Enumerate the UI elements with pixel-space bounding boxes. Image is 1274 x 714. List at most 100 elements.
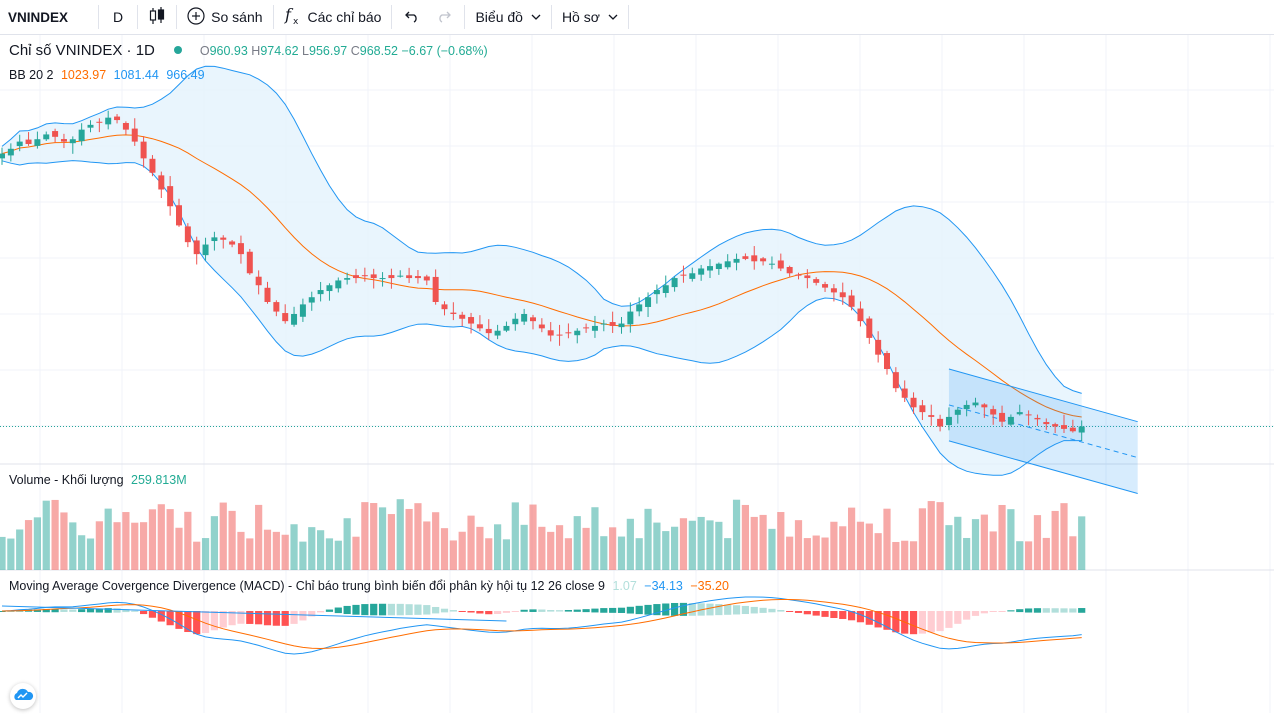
chart-menu-button[interactable]: Biểu đồ	[465, 0, 550, 34]
symbol-search[interactable]: VNINDEX	[0, 0, 98, 34]
candle-body	[468, 317, 475, 324]
macd-histogram-bar	[467, 611, 475, 613]
macd-histogram-bar	[830, 611, 838, 619]
chevron-down-icon	[608, 12, 618, 23]
macd-histogram-bar	[0, 611, 6, 612]
bb-legend[interactable]: BB 20 2 1023.97 1081.44 966.49	[9, 68, 205, 82]
candle-body	[158, 175, 165, 190]
macd-histogram-bar	[812, 611, 820, 616]
indicators-label: Các chỉ báo	[307, 9, 382, 25]
low-value: 956.97	[309, 44, 348, 58]
macd-histogram-bar	[1025, 608, 1033, 613]
macd-histogram-bar	[60, 609, 68, 612]
chart-style-button[interactable]	[138, 0, 176, 34]
compare-label: So sánh	[211, 9, 263, 25]
volume-bar	[122, 512, 130, 570]
macd-histogram-bar	[131, 610, 139, 612]
macd-histogram-bar	[263, 611, 272, 626]
compare-button[interactable]: So sánh	[177, 0, 272, 34]
candle-body	[574, 330, 581, 336]
redo-icon	[436, 9, 452, 26]
candle-body	[636, 304, 643, 312]
candle-body	[768, 263, 775, 265]
macd-histogram-bar	[308, 611, 316, 617]
undo-button[interactable]	[392, 0, 428, 34]
chart-area[interactable]: Chỉ số VNINDEX · 1D O960.93 H974.62 L956…	[0, 35, 1274, 713]
macd-histogram-bar	[839, 611, 847, 619]
symbol-text: VNINDEX	[8, 9, 69, 25]
macd-histogram-bar	[414, 604, 422, 615]
macd-histogram-bar	[184, 611, 192, 633]
macd-legend[interactable]: Moving Average Covergence Divergence (MA…	[9, 579, 729, 593]
macd-histogram-bar	[387, 603, 395, 616]
candle-body	[1061, 425, 1067, 429]
macd-histogram-bar	[945, 611, 953, 628]
candle-body	[972, 402, 979, 406]
candle-body	[229, 241, 236, 245]
macd-histogram-bar	[1051, 608, 1059, 613]
macd-histogram-bar	[201, 611, 210, 634]
bb-label: BB 20 2	[9, 68, 54, 82]
macd-histogram-bar	[361, 604, 369, 616]
symbol-title: Chỉ số VNINDEX · 1D	[9, 42, 155, 59]
macd-histogram-bar	[591, 608, 599, 613]
volume-bar	[865, 523, 873, 570]
volume-bar	[741, 504, 749, 570]
interval-button[interactable]: D	[99, 0, 137, 34]
macd-histogram-bar	[750, 606, 758, 614]
candle-body	[618, 323, 625, 328]
macd-histogram-bar	[803, 611, 811, 615]
chart-canvas[interactable]	[0, 35, 1274, 713]
macd-histogram-bar	[671, 602, 679, 616]
toolbar-divider	[137, 5, 139, 29]
volume-bar	[1025, 541, 1033, 570]
macd-signal-line	[1, 599, 1082, 650]
macd-histogram-bar	[423, 605, 431, 615]
candle-body	[822, 284, 829, 288]
candle-body	[1016, 412, 1023, 415]
macd-histogram-bar	[113, 608, 121, 613]
candle-body	[653, 290, 660, 295]
volume-bar	[0, 536, 6, 570]
volume-bar	[157, 504, 165, 570]
candle-body	[167, 186, 174, 207]
volume-bar	[564, 538, 572, 570]
volume-bar	[272, 531, 280, 570]
volume-bar	[449, 540, 457, 570]
candle-body	[901, 388, 908, 398]
volume-bar	[582, 527, 590, 570]
volume-bar	[812, 535, 820, 570]
volume-bar	[662, 531, 670, 570]
candle-body	[114, 116, 121, 121]
macd-histogram-bar	[520, 609, 528, 612]
high-value: 974.62	[260, 44, 299, 58]
volume-bar	[237, 531, 245, 570]
toolbar-divider	[98, 5, 100, 29]
volume-bar	[839, 526, 847, 570]
main-legend: Chỉ số VNINDEX · 1D O960.93 H974.62 L956…	[9, 42, 488, 59]
candle-body	[503, 325, 510, 331]
macd-histogram-bar	[86, 608, 95, 613]
profile-menu-button[interactable]: Hồ sơ	[552, 0, 628, 34]
volume-bar	[281, 534, 289, 570]
volume-bar	[325, 538, 334, 570]
redo-button[interactable]	[428, 0, 464, 34]
macd-histogram-bar	[449, 610, 457, 612]
volume-bar	[901, 540, 909, 570]
open-label: O	[199, 44, 210, 58]
macd-histogram-bar	[317, 611, 325, 613]
candle-body	[317, 290, 324, 295]
macd-histogram-bar	[69, 609, 77, 612]
volume-legend[interactable]: Volume - Khối lượng 259.813M	[9, 473, 187, 487]
toolbar-divider	[176, 5, 178, 29]
macd-histogram-bar	[856, 611, 865, 623]
volume-bar	[1042, 537, 1050, 570]
tradingview-logo[interactable]	[10, 683, 36, 709]
candle-body	[34, 139, 41, 146]
macd-histogram-bar	[821, 611, 829, 617]
macd-histogram-bar	[555, 610, 564, 612]
low-label: L	[302, 44, 309, 58]
candle-body	[291, 313, 298, 325]
volume-bar	[971, 519, 980, 570]
